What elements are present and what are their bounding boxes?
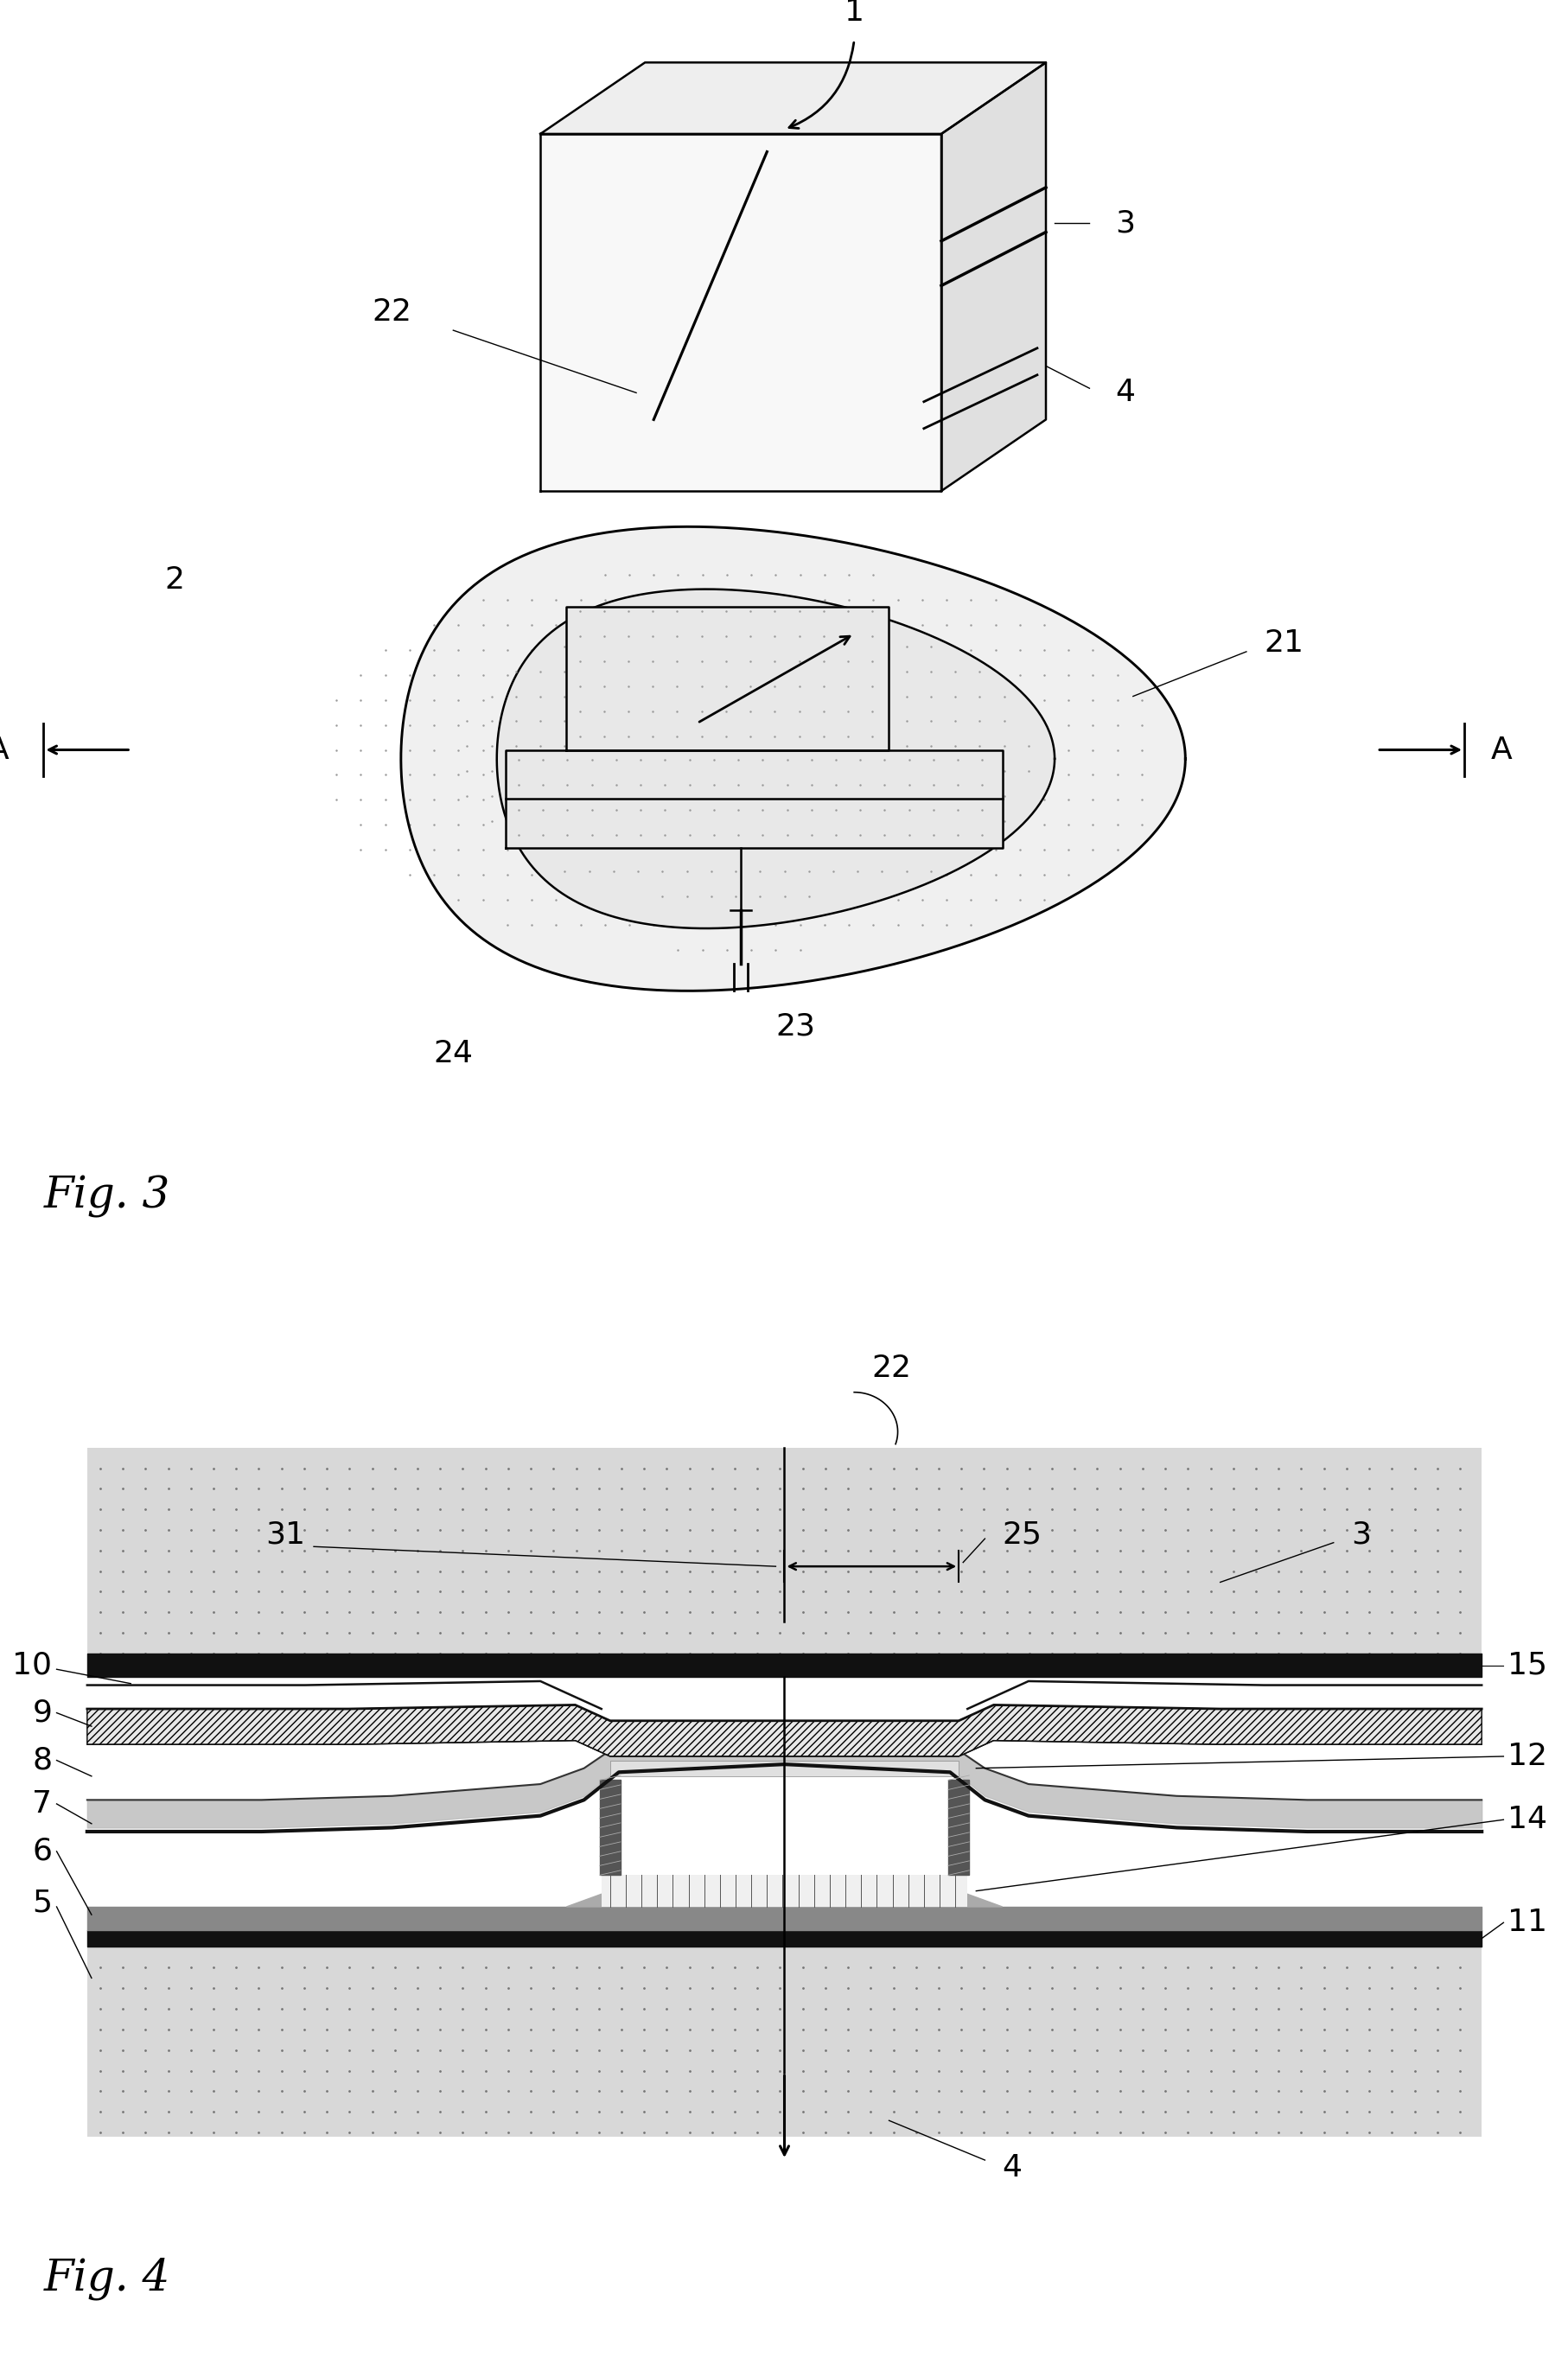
- Polygon shape: [947, 1780, 969, 1875]
- Polygon shape: [539, 61, 1046, 134]
- Text: 4: 4: [1115, 377, 1135, 408]
- Text: 21: 21: [1264, 627, 1303, 658]
- Text: 12: 12: [1507, 1743, 1546, 1771]
- Text: 15: 15: [1507, 1651, 1546, 1679]
- Bar: [88, 1945, 1480, 2136]
- Text: 7: 7: [33, 1790, 52, 1818]
- Text: 24: 24: [433, 1038, 474, 1068]
- Polygon shape: [941, 61, 1046, 490]
- Text: 22: 22: [872, 1353, 911, 1384]
- Polygon shape: [566, 1884, 1002, 1908]
- Polygon shape: [88, 1705, 1480, 1757]
- Text: 23: 23: [775, 1012, 815, 1042]
- Polygon shape: [566, 606, 889, 750]
- Polygon shape: [539, 134, 941, 490]
- Text: Fig. 4: Fig. 4: [44, 2257, 169, 2301]
- Text: 10: 10: [13, 1651, 52, 1679]
- Polygon shape: [401, 526, 1185, 990]
- Text: 5: 5: [33, 1889, 52, 1917]
- Text: 3: 3: [1115, 208, 1135, 238]
- Text: A: A: [0, 736, 9, 764]
- Polygon shape: [505, 750, 1002, 849]
- Text: 4: 4: [1002, 2153, 1022, 2184]
- Text: 22: 22: [372, 297, 412, 328]
- Text: 6: 6: [33, 1837, 52, 1865]
- Polygon shape: [497, 590, 1054, 929]
- Bar: [601, 1875, 967, 1908]
- Text: 2: 2: [165, 566, 183, 594]
- Polygon shape: [599, 1780, 621, 1875]
- Bar: [88, 1448, 1480, 1662]
- Text: 1: 1: [844, 0, 864, 26]
- Text: 9: 9: [33, 1698, 52, 1728]
- Bar: [610, 1761, 958, 1776]
- Text: A: A: [1490, 736, 1512, 764]
- Text: 31: 31: [265, 1521, 304, 1549]
- Text: 8: 8: [33, 1745, 52, 1776]
- Text: Fig. 3: Fig. 3: [44, 1174, 169, 1217]
- Text: 25: 25: [1002, 1521, 1041, 1549]
- Text: 11: 11: [1507, 1908, 1546, 1938]
- Text: 3: 3: [1350, 1521, 1370, 1549]
- Text: 14: 14: [1507, 1804, 1546, 1835]
